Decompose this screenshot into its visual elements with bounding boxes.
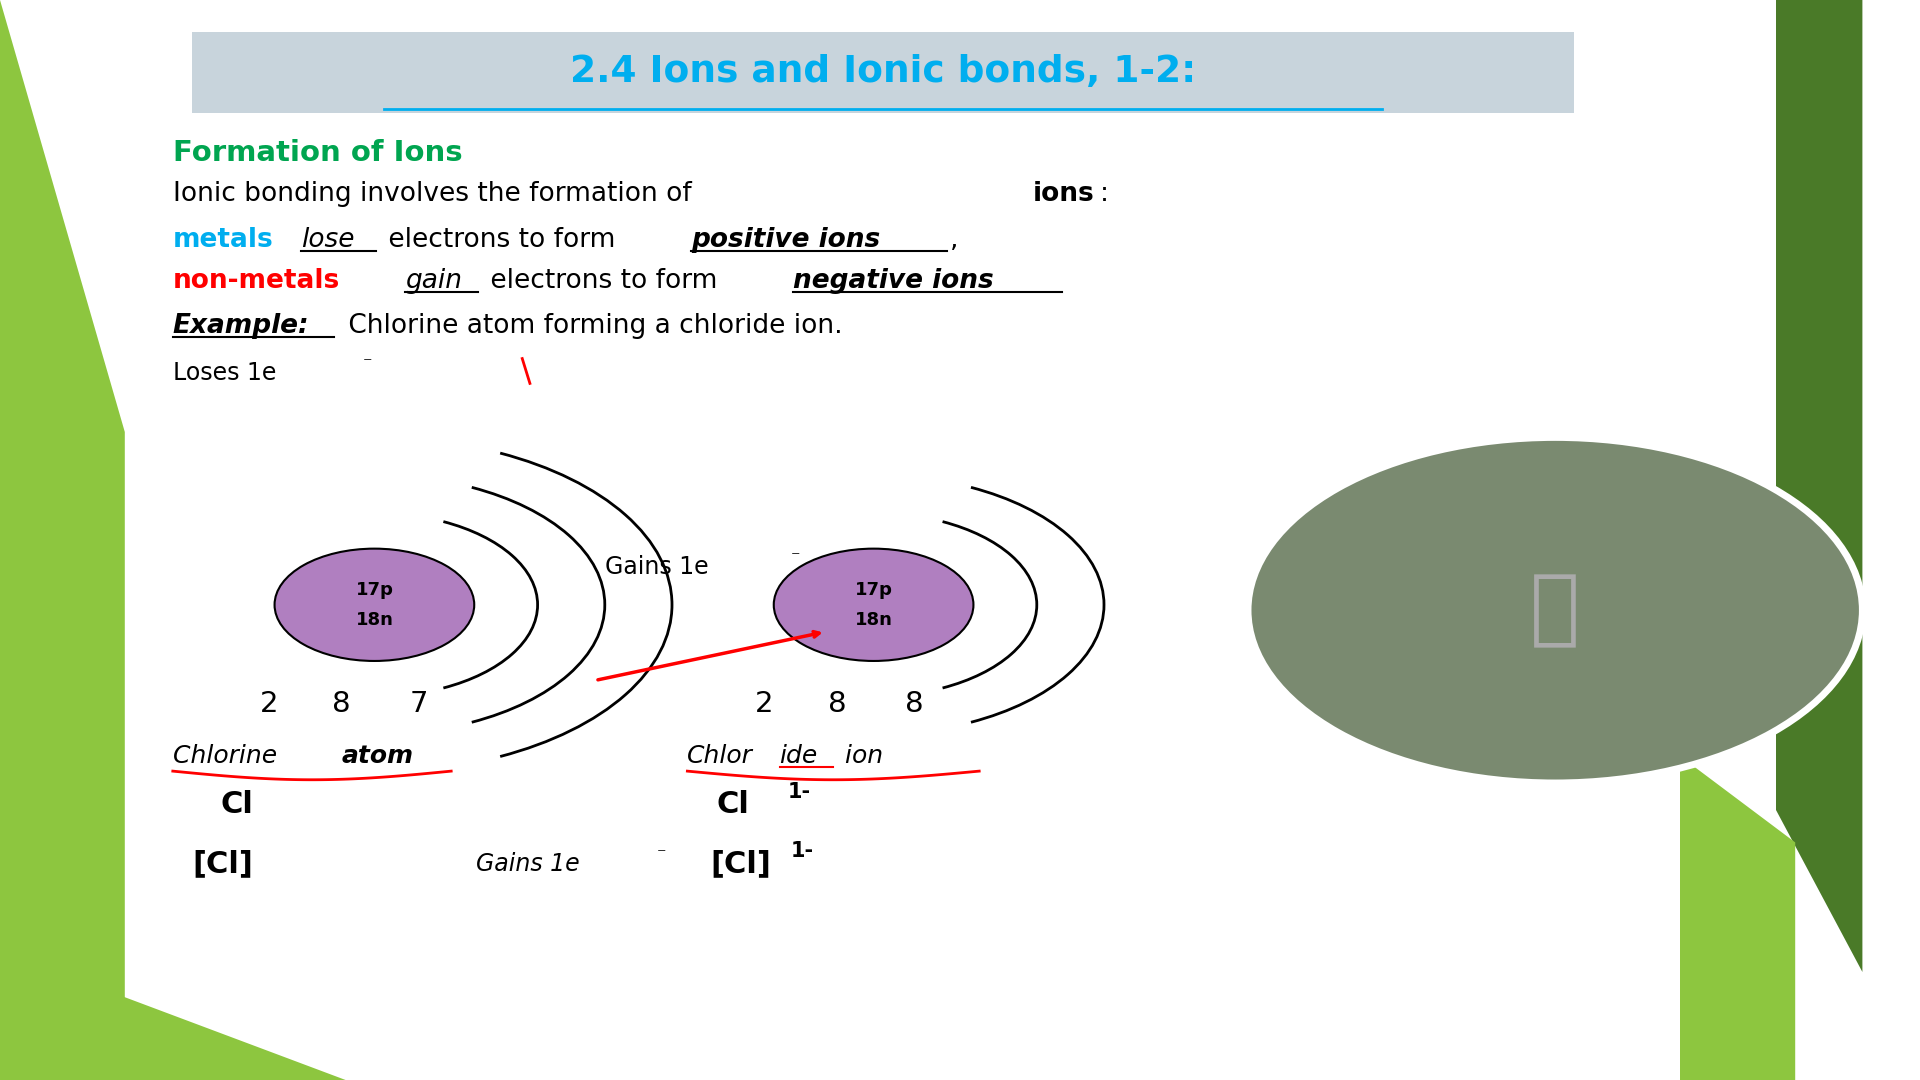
Text: 👤: 👤	[1530, 570, 1580, 650]
Circle shape	[774, 549, 973, 661]
Text: ,: ,	[950, 227, 958, 253]
Text: 18n: 18n	[355, 611, 394, 629]
Text: Example:: Example:	[173, 313, 309, 339]
Text: Chlor: Chlor	[687, 744, 753, 768]
Text: Ionic bonding involves the formation of: Ionic bonding involves the formation of	[173, 181, 701, 207]
Text: 2.4 Ions and Ionic bonds, 1-2:: 2.4 Ions and Ionic bonds, 1-2:	[570, 54, 1196, 91]
Text: 8: 8	[332, 690, 351, 718]
Text: 18n: 18n	[854, 611, 893, 629]
FancyBboxPatch shape	[192, 32, 1574, 113]
Text: negative ions: negative ions	[793, 268, 995, 294]
Text: gain: gain	[405, 268, 463, 294]
Text: ions: ions	[1033, 181, 1094, 207]
Text: ⁻: ⁻	[791, 550, 801, 567]
Text: Cl: Cl	[221, 791, 253, 819]
Text: electrons to form: electrons to form	[380, 227, 624, 253]
Text: Formation of Ions: Formation of Ions	[173, 139, 463, 167]
Text: 2: 2	[755, 690, 774, 718]
Circle shape	[275, 549, 474, 661]
Text: 17p: 17p	[854, 581, 893, 598]
Text: Loses 1e: Loses 1e	[173, 361, 276, 384]
Polygon shape	[1776, 0, 1862, 972]
Text: 8: 8	[828, 690, 847, 718]
Polygon shape	[0, 950, 346, 1080]
Text: ide: ide	[780, 744, 818, 768]
Text: :: :	[1100, 181, 1110, 207]
Text: Cl: Cl	[716, 791, 749, 819]
Text: lose: lose	[301, 227, 355, 253]
Polygon shape	[1680, 756, 1795, 1080]
Circle shape	[1248, 437, 1862, 783]
Text: Chlorine atom forming a chloride ion.: Chlorine atom forming a chloride ion.	[340, 313, 843, 339]
Text: 1-: 1-	[787, 782, 810, 801]
Text: Chlorine: Chlorine	[173, 744, 284, 768]
Text: 8: 8	[904, 690, 924, 718]
Text: non-metals: non-metals	[173, 268, 340, 294]
Polygon shape	[0, 0, 125, 1080]
Text: ⁻: ⁻	[363, 355, 372, 373]
Text: 2: 2	[259, 690, 278, 718]
Text: [Cl]: [Cl]	[710, 850, 772, 878]
Text: Gains 1e: Gains 1e	[476, 852, 580, 876]
Text: electrons to form: electrons to form	[482, 268, 726, 294]
Text: ion: ion	[837, 744, 883, 768]
Text: ⁻: ⁻	[657, 847, 666, 864]
Text: 7: 7	[409, 690, 428, 718]
Text: atom: atom	[342, 744, 415, 768]
Text: 1-: 1-	[791, 841, 814, 861]
Text: 17p: 17p	[355, 581, 394, 598]
Text: positive ions: positive ions	[691, 227, 881, 253]
Text: Gains 1e: Gains 1e	[605, 555, 708, 579]
Text: [Cl]: [Cl]	[192, 850, 253, 878]
Text: metals: metals	[173, 227, 273, 253]
